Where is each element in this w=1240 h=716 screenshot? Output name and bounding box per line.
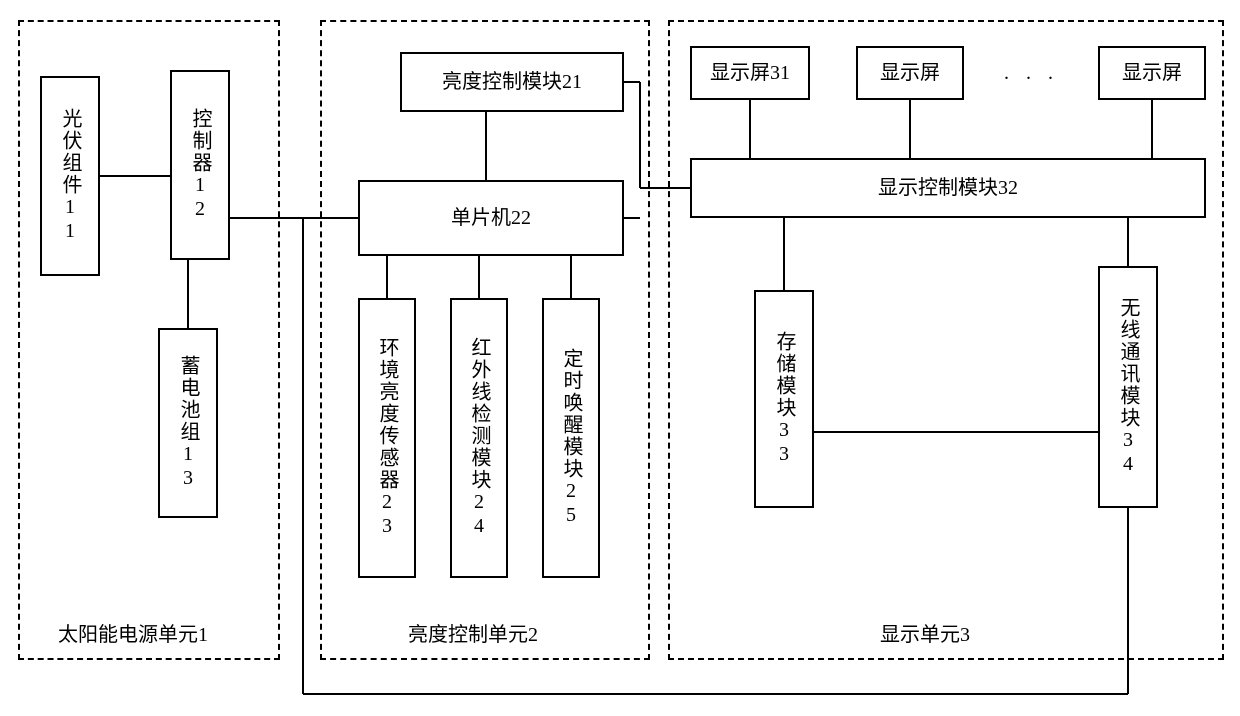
block-envsens-label: 环境亮度传感器23 <box>374 337 400 539</box>
block-display-control-module: 显示控制模块32 <box>690 158 1206 218</box>
block-mcu: 单片机22 <box>358 180 624 256</box>
block-controller: 控制器12 <box>170 70 230 260</box>
block-controller-label: 控制器12 <box>187 108 213 222</box>
block-disp1-label: 显示屏31 <box>710 58 790 88</box>
block-battery: 蓄电池组13 <box>158 328 218 518</box>
caption-unit-3: 显示单元3 <box>880 618 970 647</box>
caption-unit-1: 太阳能电源单元1 <box>58 618 208 647</box>
block-wireless-label: 无线通讯模块34 <box>1115 297 1141 477</box>
caption-unit-2: 亮度控制单元2 <box>408 618 538 647</box>
block-storage-label: 存储模块33 <box>771 331 797 467</box>
block-display-2: 显示屏 <box>856 46 964 100</box>
block-pv-module: 光伏组件11 <box>40 76 100 276</box>
block-brightness-control-module: 亮度控制模块21 <box>400 52 624 112</box>
block-disp2-label: 显示屏 <box>880 58 940 88</box>
block-env-brightness-sensor: 环境亮度传感器23 <box>358 298 416 578</box>
block-mcu-label: 单片机22 <box>451 203 531 233</box>
block-timerwake-label: 定时唤醒模块25 <box>558 348 584 528</box>
block-timer-wake-module: 定时唤醒模块25 <box>542 298 600 578</box>
block-battery-label: 蓄电池组13 <box>175 355 201 491</box>
block-irdetect-label: 红外线检测模块24 <box>466 337 492 539</box>
block-display-1: 显示屏31 <box>690 46 810 100</box>
ellipsis-displays: . . . <box>1004 62 1059 85</box>
block-display-n: 显示屏 <box>1098 46 1206 100</box>
block-disp3-label: 显示屏 <box>1122 58 1182 88</box>
block-storage-module: 存储模块33 <box>754 290 814 508</box>
block-ir-detect-module: 红外线检测模块24 <box>450 298 508 578</box>
block-wireless-module: 无线通讯模块34 <box>1098 266 1158 508</box>
block-dispctl-label: 显示控制模块32 <box>878 173 1018 203</box>
block-pv-label: 光伏组件11 <box>57 108 83 244</box>
block-brightctl-label: 亮度控制模块21 <box>442 67 582 97</box>
